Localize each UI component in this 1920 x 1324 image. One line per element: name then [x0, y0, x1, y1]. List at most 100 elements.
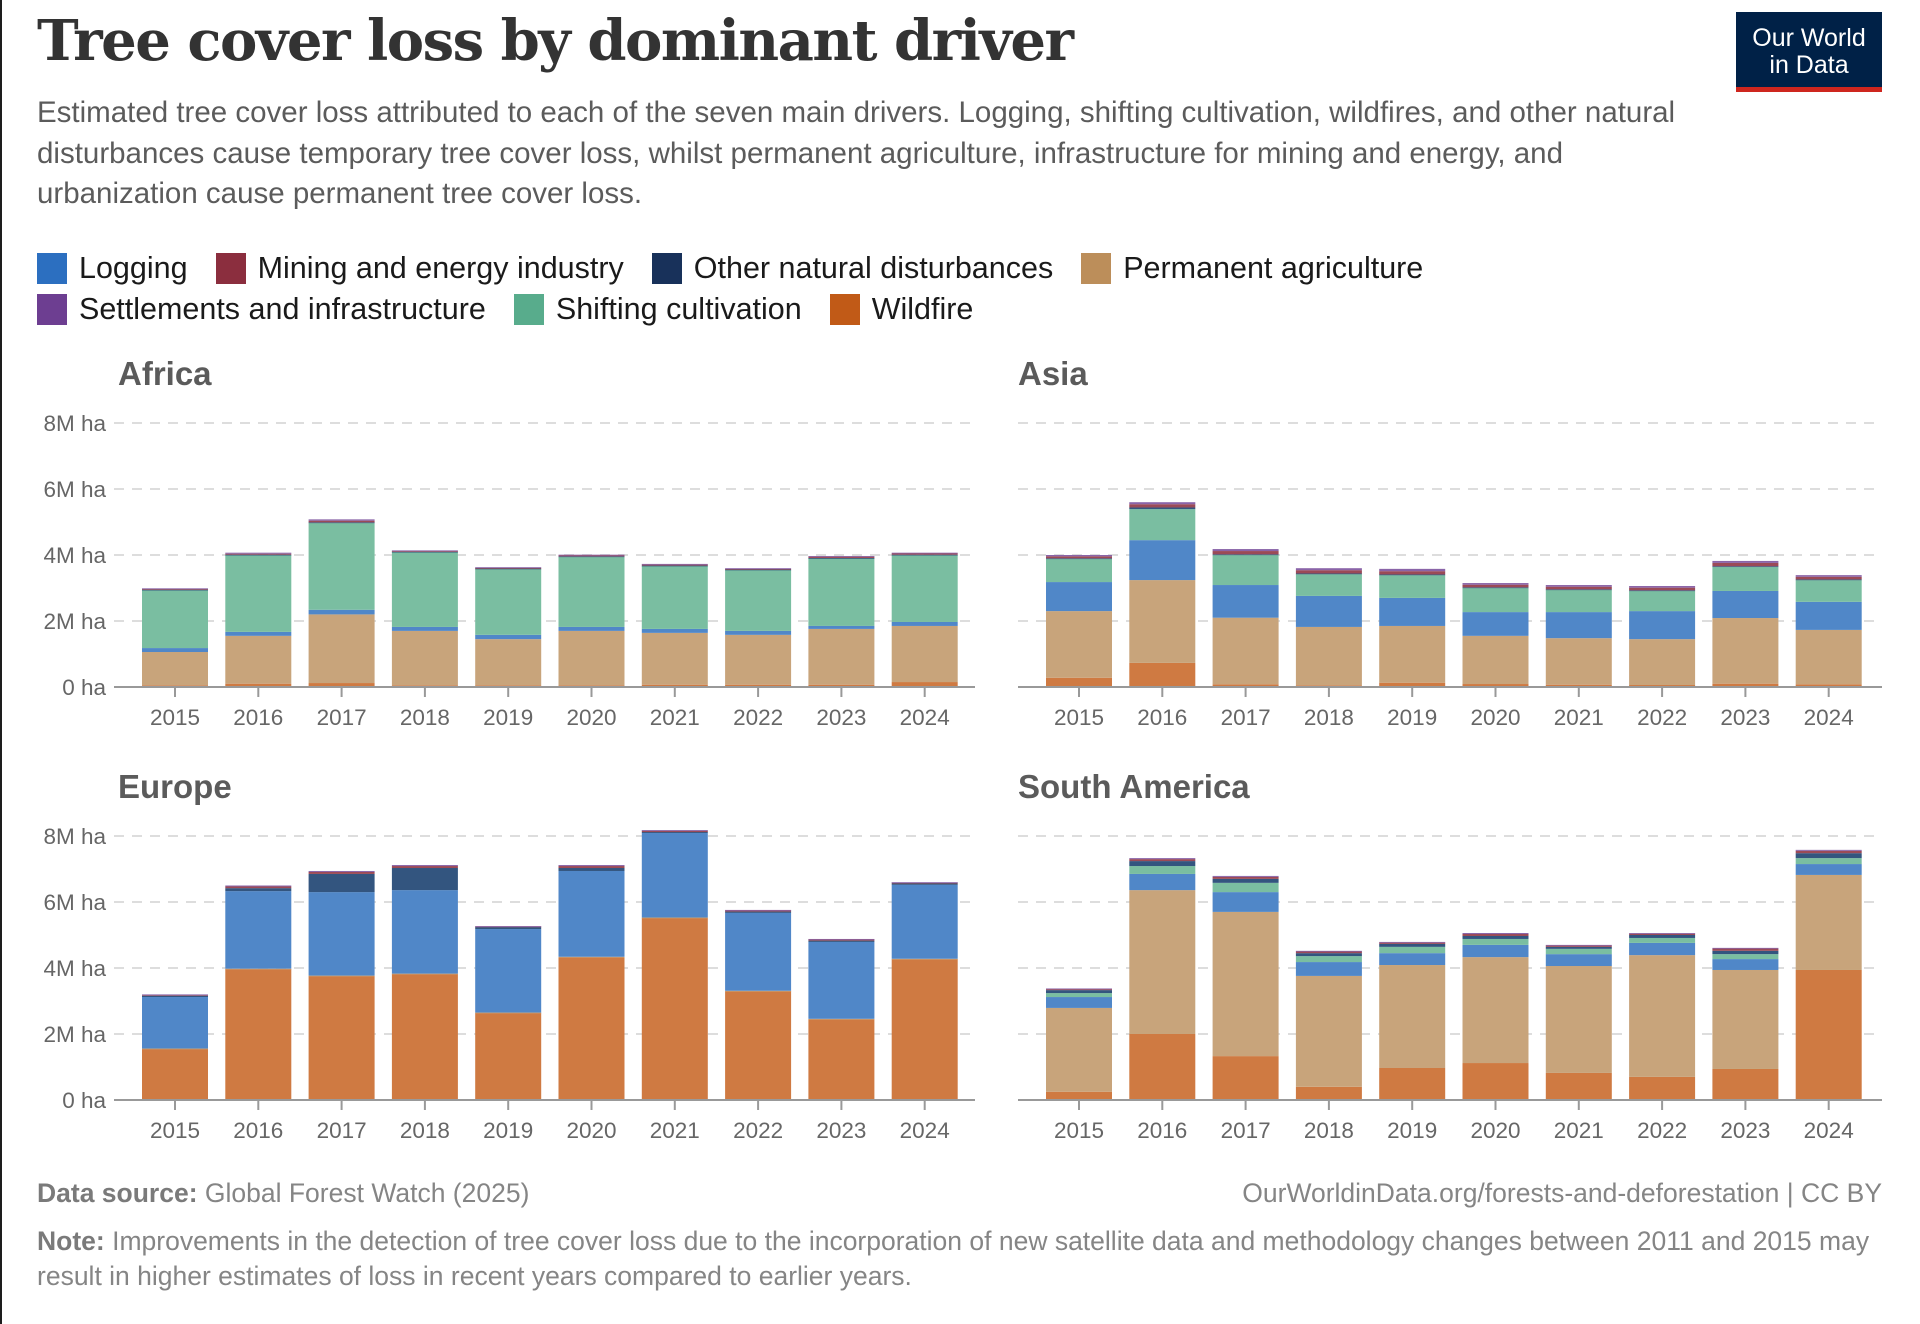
bar-segment-shifting-cultivation — [1212, 882, 1279, 893]
bar-segment-settlements-and-infrastructure — [142, 588, 208, 590]
bar-segment-permanent-agriculture — [1462, 635, 1529, 685]
bar-segment-other-natural-disturbances — [225, 554, 292, 556]
bar-segment-settlements-and-infrastructure — [1712, 560, 1779, 563]
x-tick-label: 2021 — [650, 1118, 700, 1143]
legend-item-permanent-agriculture[interactable]: Permanent agriculture — [1081, 251, 1423, 286]
owid-logo[interactable]: Our World in Data — [1736, 12, 1882, 92]
bar-segment-mining-and-energy-industry — [891, 553, 958, 555]
legend-item-settlements[interactable]: Settlements and infrastructure — [37, 292, 486, 327]
legend-item-logging[interactable]: Logging — [37, 251, 188, 286]
bar-segment-permanent-agriculture — [1295, 975, 1362, 1087]
bar-segment-wildfire — [1712, 683, 1779, 687]
bar-segment-shifting-cultivation — [1545, 948, 1612, 955]
data-source: Data source: Global Forest Watch (2025) — [37, 1178, 529, 1209]
bar-segment-mining-and-energy-industry — [225, 886, 292, 889]
bar-segment-mining-and-energy-industry — [1046, 989, 1112, 991]
bar-segment-shifting-cultivation — [808, 558, 875, 626]
bar-segment-mining-and-energy-industry — [725, 568, 792, 570]
bar-segment-settlements-and-infrastructure — [1212, 549, 1279, 552]
bar-segment-other-natural-disturbances — [725, 911, 792, 913]
bar-segment-wildfire — [725, 991, 792, 1100]
bar-segment-permanent-agriculture — [1795, 874, 1862, 970]
data-source-text: Global Forest Watch (2025) — [197, 1178, 530, 1208]
bar-segment-mining-and-energy-industry — [308, 520, 375, 523]
legend-label: Logging — [79, 251, 188, 285]
bar-segment-logging — [558, 626, 625, 631]
bar-segment-settlements-and-infrastructure — [1629, 933, 1696, 934]
bar-segment-permanent-agriculture — [1712, 969, 1779, 1069]
legend-item-other-natural[interactable]: Other natural disturbances — [651, 251, 1054, 286]
bar-segment-other-natural-disturbances — [308, 522, 375, 524]
bar-segment-other-natural-disturbances — [1795, 853, 1862, 859]
legend-item-wildfire[interactable]: Wildfire — [829, 292, 973, 327]
bar-segment-wildfire — [142, 1048, 208, 1100]
bar-segment-shifting-cultivation — [891, 555, 958, 622]
bar-segment-mining-and-energy-industry — [641, 564, 708, 566]
bar-segment-shifting-cultivation — [1545, 589, 1612, 613]
bar-segment-settlements-and-infrastructure — [1379, 568, 1446, 572]
bar-segment-permanent-agriculture — [891, 958, 958, 960]
bar-segment-logging — [308, 609, 375, 615]
bar-segment-permanent-agriculture — [1545, 638, 1612, 685]
bar-segment-mining-and-energy-industry — [1795, 850, 1862, 854]
legend-row-1: Logging Mining and energy industry Other… — [37, 248, 1697, 289]
bar-segment-other-natural-disturbances — [641, 832, 708, 834]
bar-segment-other-natural-disturbances — [1212, 878, 1279, 883]
bar-segment-logging — [1545, 612, 1612, 639]
x-tick-label: 2017 — [317, 1118, 367, 1143]
bar-segment-shifting-cultivation — [1129, 509, 1196, 541]
bar-segment-wildfire — [1212, 1056, 1279, 1100]
bar-segment-other-natural-disturbances — [1712, 566, 1779, 568]
bar-segment-settlements-and-infrastructure — [891, 552, 958, 554]
bar-segment-permanent-agriculture — [1046, 611, 1112, 678]
bar-segment-settlements-and-infrastructure — [225, 885, 292, 887]
legend-label: Settlements and infrastructure — [79, 292, 486, 326]
swatch-other-natural — [651, 253, 682, 284]
bar-segment-shifting-cultivation — [641, 565, 708, 629]
bar-segment-other-natural-disturbances — [1295, 953, 1362, 957]
y-tick-label: 2M ha — [43, 1022, 106, 1047]
bar-segment-permanent-agriculture — [1129, 890, 1196, 1034]
swatch-shifting-cultivation — [513, 294, 544, 325]
bar-segment-mining-and-energy-industry — [1046, 556, 1112, 559]
bar-segment-logging — [891, 621, 958, 626]
bar-segment-settlements-and-infrastructure — [558, 865, 625, 867]
legend-label: Other natural disturbances — [693, 251, 1054, 285]
panel-title-asia: Asia — [1018, 355, 1088, 392]
bar-segment-settlements-and-infrastructure — [1462, 583, 1529, 585]
x-tick-label: 2017 — [1221, 1118, 1271, 1143]
bar-segment-permanent-agriculture — [808, 1018, 875, 1020]
legend-label: Shifting cultivation — [555, 292, 802, 326]
bar-segment-permanent-agriculture — [391, 630, 458, 686]
bar-segment-wildfire — [1629, 1076, 1696, 1100]
bar-segment-permanent-agriculture — [225, 968, 292, 970]
bar-segment-wildfire — [808, 1019, 875, 1100]
swatch-mining — [215, 253, 246, 284]
bar-segment-shifting-cultivation — [1212, 555, 1279, 586]
bar-segment-mining-and-energy-industry — [808, 939, 875, 941]
bar-segment-wildfire — [1379, 682, 1446, 687]
bar-segment-other-natural-disturbances — [1295, 573, 1362, 575]
swatch-permanent-agriculture — [1081, 253, 1112, 284]
x-tick-label: 2022 — [1637, 705, 1687, 730]
y-tick-label: 6M ha — [43, 477, 106, 502]
bar-segment-permanent-agriculture — [1129, 580, 1196, 663]
bar-segment-permanent-agriculture — [142, 652, 208, 686]
bar-segment-wildfire — [475, 1012, 542, 1100]
bar-segment-settlements-and-infrastructure — [1046, 555, 1112, 557]
bar-segment-mining-and-energy-industry — [1629, 587, 1696, 591]
x-tick-label: 2015 — [150, 705, 200, 730]
bar-segment-permanent-agriculture — [725, 990, 792, 992]
bar-segment-permanent-agriculture — [142, 1048, 208, 1050]
y-tick-label: 8M ha — [43, 411, 106, 436]
bar-segment-logging — [1462, 944, 1529, 958]
bar-segment-settlements-and-infrastructure — [1129, 858, 1196, 860]
x-tick-label: 2022 — [1637, 1118, 1687, 1143]
bar-segment-shifting-cultivation — [1462, 588, 1529, 613]
source-url-link[interactable]: OurWorldinData.org/forests-and-deforesta… — [1242, 1178, 1882, 1208]
legend-item-mining[interactable]: Mining and energy industry — [215, 251, 624, 286]
bar-segment-logging — [308, 892, 375, 976]
bar-segment-shifting-cultivation — [1295, 574, 1362, 596]
legend-item-shifting-cultivation[interactable]: Shifting cultivation — [513, 292, 802, 327]
bar-segment-wildfire — [308, 975, 375, 1100]
